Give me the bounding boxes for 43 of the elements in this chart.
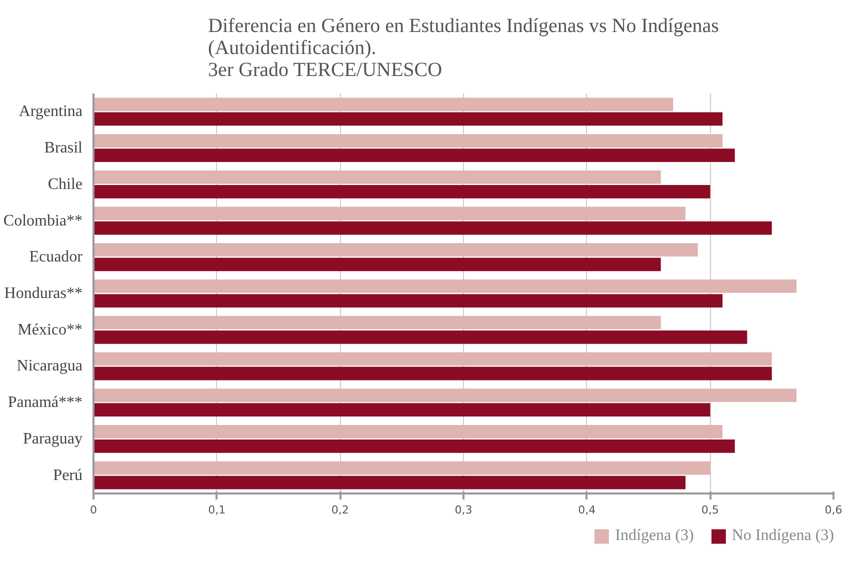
bar (94, 440, 735, 453)
bar (94, 98, 674, 112)
bar (94, 258, 661, 272)
y-tick-label: Ecuador (29, 248, 84, 266)
y-tick-label: Honduras** (4, 285, 83, 302)
y-tick-label: Chile (48, 176, 83, 193)
bar (94, 366, 772, 380)
x-tick-label: 0,1 (208, 504, 226, 516)
legend-label: Indígena (3) (615, 527, 694, 545)
chart-title: Diferencia en Género en Estudiantes Indígenas vs No Indígenas (Autoidentificación). 3er Grado TERCE/UNESCO (208, 15, 720, 81)
y-tick-label: Panamá*** (8, 394, 83, 412)
bar (94, 184, 710, 198)
bar (94, 388, 796, 402)
x-tick-label: 0,4 (578, 504, 596, 516)
bar (94, 294, 722, 308)
bar (94, 352, 772, 366)
bar (94, 134, 722, 148)
x-tick-label: 0,6 (824, 504, 842, 516)
bar (94, 112, 722, 126)
y-tick-label: Colombia** (3, 212, 82, 230)
bar (94, 461, 710, 475)
y-tick-label: Argentina (18, 103, 82, 120)
y-tick-label: Perú (53, 466, 82, 484)
y-tick-label: Nicaragua (16, 358, 82, 375)
y-tick-label: Brasil (44, 140, 84, 157)
bar (94, 476, 686, 490)
bar (94, 280, 796, 293)
x-tick-label: 0,5 (701, 504, 719, 516)
y-tick-label: Paraguay (22, 430, 82, 448)
x-tick-label: 0,3 (454, 504, 472, 516)
bar (94, 206, 686, 220)
bar (94, 330, 748, 344)
y-tick-label: México** (18, 321, 82, 338)
bar (94, 316, 661, 330)
bar (94, 148, 735, 162)
x-tick-label: 0,2 (331, 504, 349, 516)
bar (94, 221, 772, 235)
legend-label: No Indígena (3) (732, 527, 834, 545)
bar (94, 424, 722, 438)
bar (94, 403, 710, 417)
x-tick-label: 0 (90, 504, 97, 516)
bar (94, 243, 698, 257)
bar (94, 170, 661, 184)
